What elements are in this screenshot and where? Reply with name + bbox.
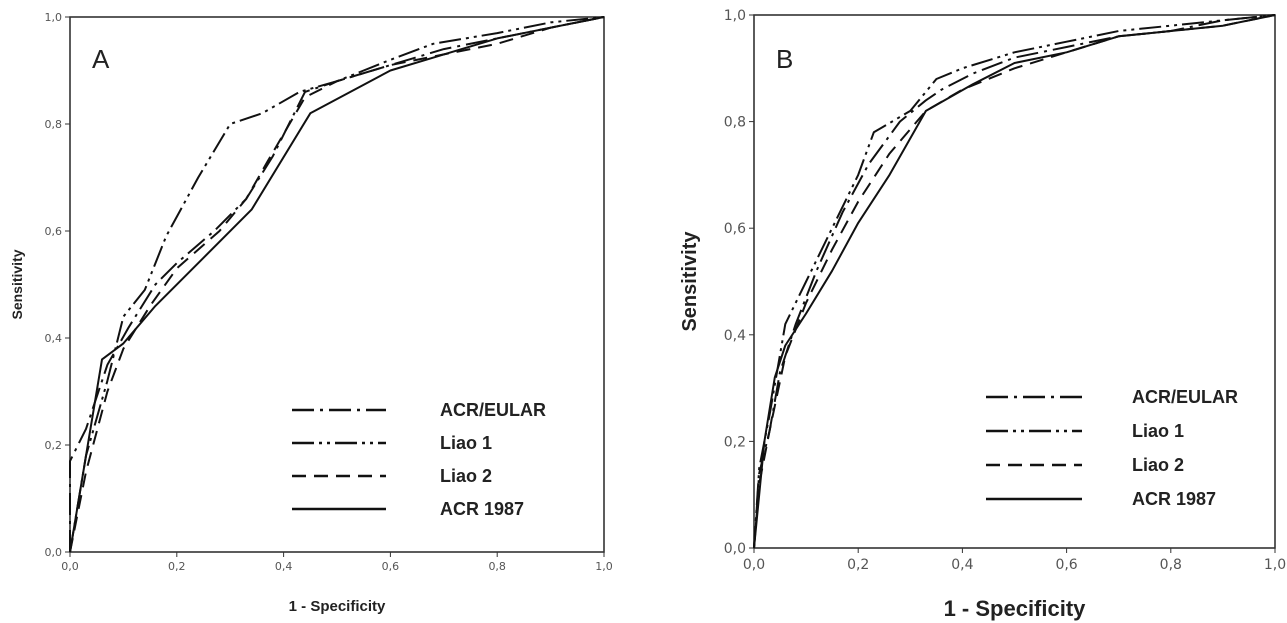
y-tick-label: 0,0: [45, 546, 63, 559]
legend: ACR/EULAR Liao 1 Liao 2 ACR 1987: [986, 387, 1238, 509]
chart-panel-b: 0,0 0,2 0,4 0,6 0,8 1,0 0,0 0,2 0,4 0,6 0,8 1,0 1 - …: [679, 8, 1286, 621]
x-tick-label: 1,0: [1264, 557, 1286, 573]
legend-label: ACR 1987: [1132, 489, 1216, 509]
series-line-0: [69, 16, 605, 552]
chart-panel-a: 0,0 0,2 0,4 0,6 0,8 1,0 0,0 0,2 0,4 0,6 0,8 1,0 1 - …: [9, 11, 613, 615]
legend-label: ACR/EULAR: [440, 400, 546, 420]
y-tick-label: 0,2: [724, 434, 746, 450]
panel-label: A: [92, 44, 110, 74]
x-tick-label: 0,0: [743, 557, 765, 573]
plot-frame: [753, 14, 1276, 549]
plot-frame: [69, 16, 605, 553]
x-tick-label: 0,8: [488, 560, 506, 573]
x-tick-label: 0,8: [1160, 557, 1182, 573]
series-line-2: [753, 14, 1276, 549]
x-tick-label: 0,2: [847, 557, 869, 573]
legend: ACR/EULAR Liao 1 Liao 2 ACR 1987: [292, 400, 546, 519]
x-axis-title: 1 - Specificity: [944, 596, 1087, 621]
x-tick-label: 0,6: [382, 560, 400, 573]
y-tick-label: 1,0: [724, 8, 746, 24]
series-line-0: [753, 14, 1276, 549]
y-axis-title: Sensitivity: [9, 249, 25, 319]
y-tick-label: 0,8: [724, 115, 746, 131]
legend-label: ACR/EULAR: [1132, 387, 1238, 407]
y-tick-label: 0,6: [45, 225, 63, 238]
panel-label: B: [776, 44, 793, 74]
y-tick-label: 0,0: [724, 541, 746, 557]
legend-label: Liao 1: [440, 433, 492, 453]
x-axis-title: 1 - Specificity: [289, 598, 386, 615]
series-line-3: [753, 14, 1276, 549]
x-tick-label: 0,4: [275, 560, 293, 573]
y-tick-label: 0,6: [724, 221, 746, 237]
y-tick-label: 1,0: [45, 11, 63, 24]
y-axis-title: Sensitivity: [679, 231, 701, 332]
x-tick-label: 0,2: [168, 560, 186, 573]
legend-label: Liao 2: [1132, 455, 1184, 475]
x-tick-label: 0,4: [951, 557, 973, 573]
legend-label: Liao 1: [1132, 421, 1184, 441]
x-tick-label: 0,6: [1055, 557, 1077, 573]
y-tick-label: 0,2: [45, 439, 63, 452]
x-tick-label: 1,0: [595, 560, 613, 573]
series-line-1: [753, 14, 1276, 549]
legend-label: ACR 1987: [440, 499, 524, 519]
y-tick-label: 0,4: [724, 328, 746, 344]
series-line-1: [69, 16, 605, 553]
x-tick-label: 0,0: [61, 560, 79, 573]
y-tick-label: 0,4: [45, 332, 63, 345]
legend-label: Liao 2: [440, 466, 492, 486]
y-tick-label: 0,8: [45, 118, 63, 131]
series-line-3: [69, 16, 605, 553]
series-line-2: [69, 16, 605, 553]
